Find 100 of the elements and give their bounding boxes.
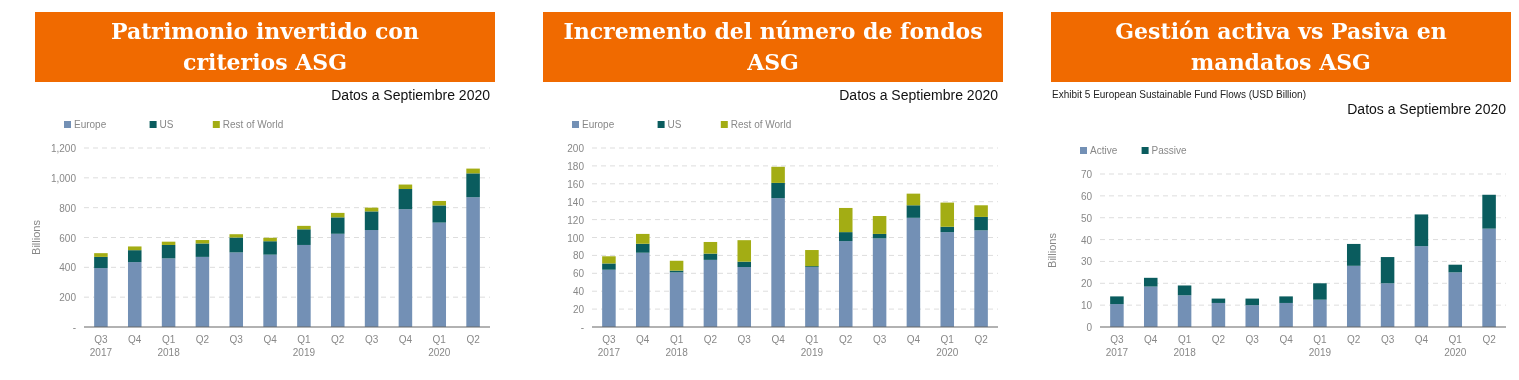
x-tick-label: Q4 <box>263 334 278 345</box>
text: Datos a Septiembre 2020 <box>331 87 491 103</box>
x-tick-label: Q4 <box>1414 334 1429 345</box>
x-tick-label: Q1 2020 <box>428 334 451 358</box>
bar <box>94 256 108 269</box>
bar <box>602 263 616 270</box>
bar <box>364 230 379 327</box>
x-tick-label: Q2 <box>466 334 481 345</box>
x-tick-label: Q4 <box>906 334 921 345</box>
chart-title: Gestión activa vs Pasiva en mandatos ASG <box>1051 12 1511 82</box>
bar <box>364 211 379 231</box>
bar <box>1279 296 1293 303</box>
bar <box>1346 265 1361 327</box>
bar <box>872 238 887 327</box>
bar <box>737 261 752 268</box>
y-tick-label: 140 <box>567 196 585 208</box>
y-tick-label: 600 <box>59 232 77 244</box>
bar <box>127 250 142 263</box>
x-tick-label: Q2 <box>1347 334 1361 345</box>
x-tick-label: Q4 <box>128 334 142 345</box>
x-tick-label: Q2 <box>1482 334 1497 345</box>
x-tick-label: Q2 <box>1211 334 1226 345</box>
bar <box>1414 214 1429 247</box>
x-tick-label: Q1 2019 <box>292 334 316 358</box>
bar <box>1482 194 1496 229</box>
chart-title: Patrimonio invertido con criterios ASG <box>35 12 495 82</box>
bar <box>398 189 413 210</box>
bar <box>1279 302 1293 327</box>
y-tick-label: 20 <box>1080 278 1093 290</box>
x-tick-label: Q4 <box>771 334 786 345</box>
x-tick-label: Q1 2020 <box>936 334 959 358</box>
bar <box>703 241 718 254</box>
y-tick-label: 200 <box>59 292 77 304</box>
x-tick-label: Q3 <box>364 334 379 345</box>
y-axis-title: Billions <box>1046 232 1058 268</box>
y-tick-label: 60 <box>1080 190 1093 202</box>
bar <box>229 252 244 327</box>
y-tick-label: - <box>72 322 76 333</box>
bar <box>805 250 819 267</box>
y-tick-label: 30 <box>1080 256 1093 268</box>
legend-label: Rest of World <box>222 119 284 130</box>
bar <box>906 217 921 327</box>
y-tick-label: 40 <box>1080 234 1093 246</box>
bar <box>771 198 785 327</box>
x-tick-label: Q2 <box>703 334 718 345</box>
x-tick-label: Q1 2019 <box>800 334 824 358</box>
bar <box>974 216 988 231</box>
x-tick-label: Q1 2019 <box>1308 334 1332 358</box>
x-tick-label: Q4 <box>1279 334 1294 345</box>
bar <box>297 229 311 245</box>
bar <box>1245 305 1260 327</box>
y-tick-label: 70 <box>1080 169 1093 180</box>
bar <box>263 241 277 255</box>
x-tick-label: Q4 <box>636 334 650 345</box>
bar <box>940 232 955 327</box>
bar <box>466 173 480 198</box>
x-tick-label: Q3 <box>1380 334 1395 345</box>
x-tick-label: Q2 <box>974 334 989 345</box>
bar <box>602 269 616 327</box>
bar <box>669 272 684 327</box>
y-tick-label: 40 <box>572 286 585 298</box>
bar <box>161 244 176 259</box>
y-tick-label: 180 <box>567 160 585 172</box>
bar <box>1482 228 1496 327</box>
bar <box>1346 243 1361 266</box>
bar <box>974 230 988 327</box>
y-tick-label: 20 <box>572 304 585 316</box>
bar <box>466 197 480 327</box>
bar <box>737 267 752 327</box>
x-tick-label: Q3 <box>737 334 752 345</box>
y-tick-label: 800 <box>59 202 77 214</box>
bar <box>330 212 345 218</box>
x-tick-label: Q1 2020 <box>1444 334 1467 358</box>
bar <box>737 240 752 262</box>
x-tick-label: Q3 <box>1245 334 1260 345</box>
bar <box>1380 283 1395 327</box>
bar <box>127 246 142 251</box>
bar <box>297 244 311 327</box>
legend-label: US <box>159 119 174 130</box>
bar <box>838 241 853 327</box>
bar <box>805 267 819 327</box>
bar <box>94 268 108 327</box>
bar <box>872 216 887 234</box>
y-tick-label: 80 <box>572 250 585 262</box>
x-tick-label: Q3 2017 <box>1105 334 1129 358</box>
x-tick-label: Q1 2018 <box>665 334 689 358</box>
x-tick-label: Q2 <box>839 334 853 345</box>
bar <box>263 254 277 327</box>
y-tick-label: 50 <box>1080 212 1093 224</box>
bar <box>1177 285 1192 296</box>
bar <box>398 209 413 327</box>
y-tick-label: 160 <box>567 178 585 190</box>
bar <box>1177 295 1192 327</box>
bar <box>602 256 616 264</box>
bar <box>161 258 176 327</box>
bar <box>974 205 988 217</box>
text: Datos a Septiembre 2020 <box>839 87 999 103</box>
x-tick-label: Q2 <box>331 334 345 345</box>
y-tick-label: 120 <box>567 214 585 226</box>
x-tick-label: Q3 2017 <box>89 334 113 358</box>
